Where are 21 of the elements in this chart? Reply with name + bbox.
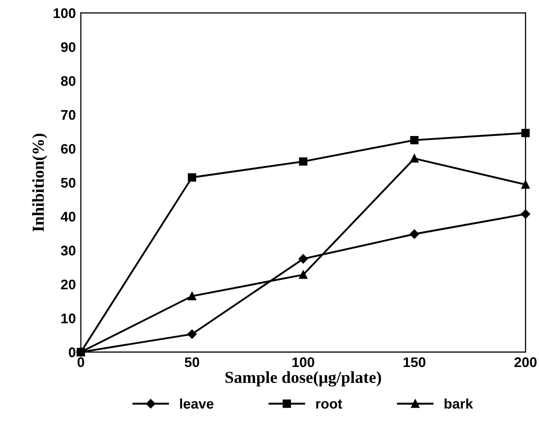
- y-tick-label: 80: [60, 76, 76, 86]
- x-tick-label: 150: [404, 357, 426, 368]
- x-tick-label: 50: [184, 357, 200, 368]
- y-tick-label: 20: [61, 280, 76, 290]
- y-tick-label: 50: [60, 178, 76, 188]
- y-tick-label: 90: [61, 42, 76, 52]
- x-axis-title: Sample dose(μg/plate): [226, 371, 382, 387]
- y-tick-label: 40: [60, 212, 76, 222]
- y-tick-label: 100: [54, 8, 76, 18]
- y-tick-label: 0: [68, 347, 76, 358]
- y-axis-title: Inhibition(%): [32, 134, 48, 232]
- legend-label: leave: [180, 398, 214, 409]
- x-tick-label: 200: [514, 357, 537, 368]
- x-tick-label: 0: [78, 357, 84, 368]
- x-tick-label: 100: [292, 357, 314, 368]
- y-tick-label: 70: [61, 110, 76, 120]
- legend-label: bark: [444, 398, 474, 409]
- y-tick-label: 60: [61, 144, 76, 154]
- legend-label: root: [316, 399, 342, 409]
- y-tick-label: 30: [60, 246, 76, 256]
- y-tick-label: 10: [61, 314, 76, 324]
